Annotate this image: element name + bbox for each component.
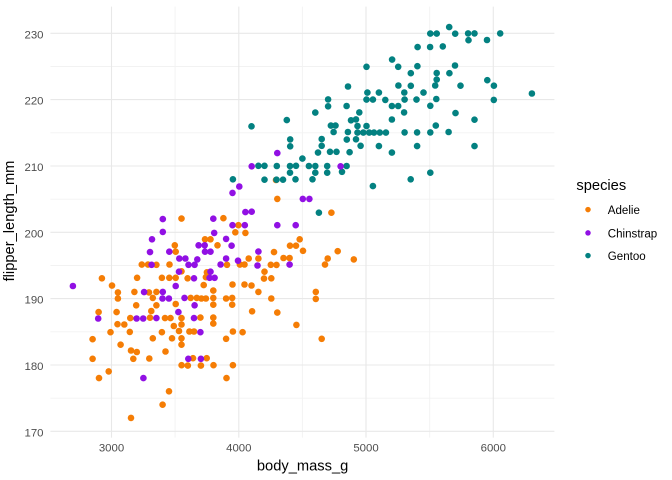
svg-text:230: 230 <box>24 29 43 41</box>
svg-text:6000: 6000 <box>481 443 506 455</box>
svg-text:3000: 3000 <box>99 443 124 455</box>
svg-text:body_mass_g: body_mass_g <box>257 458 348 474</box>
svg-text:Gentoo: Gentoo <box>608 251 646 263</box>
svg-text:flipper_length_mm: flipper_length_mm <box>2 161 18 282</box>
svg-text:170: 170 <box>24 427 43 439</box>
svg-text:210: 210 <box>24 162 43 174</box>
svg-text:220: 220 <box>24 96 43 108</box>
svg-text:180: 180 <box>24 361 43 373</box>
svg-text:5000: 5000 <box>353 443 378 455</box>
svg-text:4000: 4000 <box>226 443 251 455</box>
svg-text:Adelie: Adelie <box>608 205 640 217</box>
svg-text:190: 190 <box>24 295 43 307</box>
svg-text:species: species <box>576 178 626 194</box>
svg-text:Chinstrap: Chinstrap <box>608 229 657 241</box>
svg-text:200: 200 <box>24 228 43 240</box>
